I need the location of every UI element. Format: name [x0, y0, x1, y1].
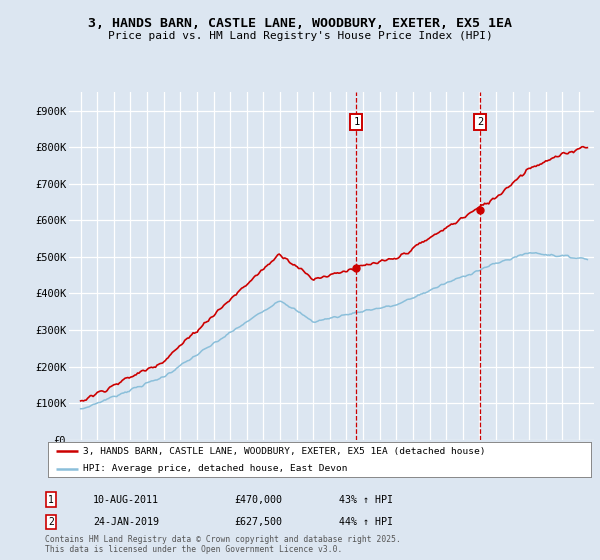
Text: HPI: Average price, detached house, East Devon: HPI: Average price, detached house, East… — [83, 464, 348, 473]
Text: 1: 1 — [353, 116, 359, 127]
Text: 10-AUG-2011: 10-AUG-2011 — [93, 494, 159, 505]
Text: £627,500: £627,500 — [234, 517, 282, 527]
Text: £470,000: £470,000 — [234, 494, 282, 505]
Text: Contains HM Land Registry data © Crown copyright and database right 2025.
This d: Contains HM Land Registry data © Crown c… — [45, 535, 401, 554]
Text: 44% ↑ HPI: 44% ↑ HPI — [339, 517, 393, 527]
Text: 2: 2 — [477, 116, 484, 127]
Text: 2: 2 — [48, 517, 54, 527]
Text: 24-JAN-2019: 24-JAN-2019 — [93, 517, 159, 527]
Text: Price paid vs. HM Land Registry's House Price Index (HPI): Price paid vs. HM Land Registry's House … — [107, 31, 493, 41]
Text: 1: 1 — [48, 494, 54, 505]
Text: 43% ↑ HPI: 43% ↑ HPI — [339, 494, 393, 505]
Text: 3, HANDS BARN, CASTLE LANE, WOODBURY, EXETER, EX5 1EA: 3, HANDS BARN, CASTLE LANE, WOODBURY, EX… — [88, 17, 512, 30]
Text: 3, HANDS BARN, CASTLE LANE, WOODBURY, EXETER, EX5 1EA (detached house): 3, HANDS BARN, CASTLE LANE, WOODBURY, EX… — [83, 447, 486, 456]
